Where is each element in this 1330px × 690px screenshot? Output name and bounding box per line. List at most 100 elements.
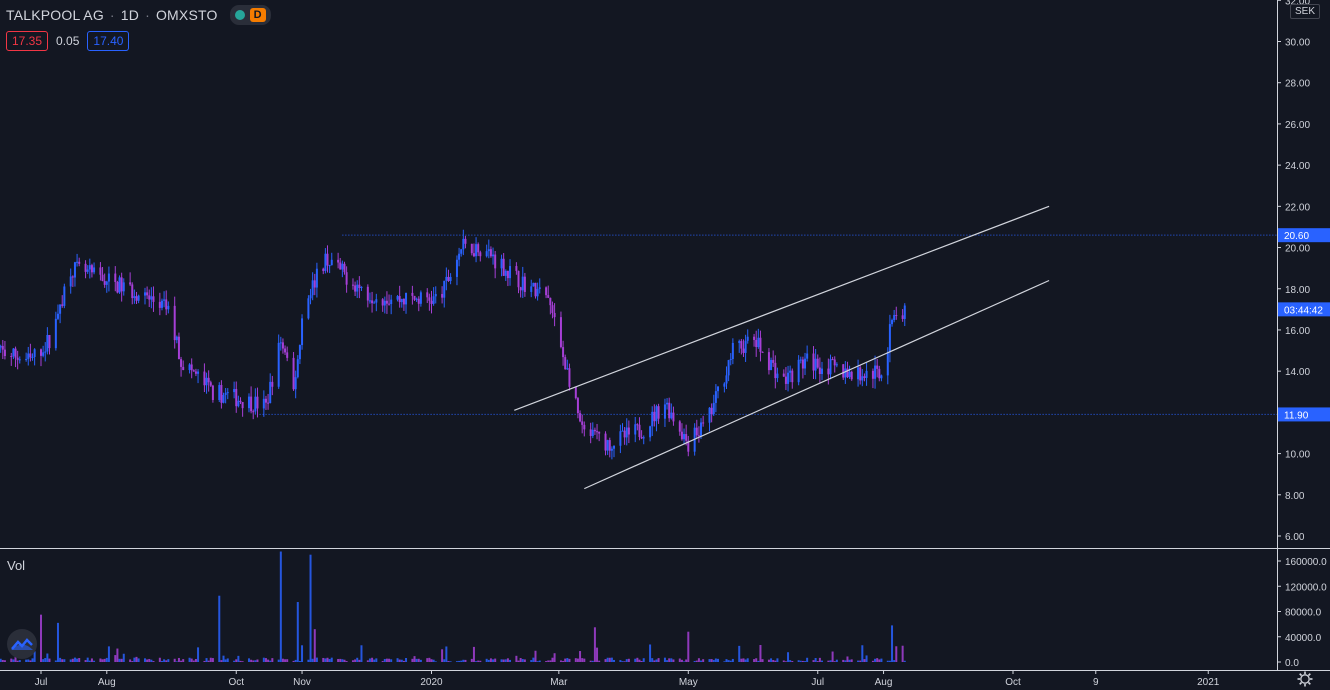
price-label-box xyxy=(1278,228,1330,243)
candle-body xyxy=(148,295,151,300)
volume-bar xyxy=(816,661,819,662)
candle-body xyxy=(405,292,408,305)
volume-bar xyxy=(589,660,592,662)
volume-bar xyxy=(610,657,613,662)
volume-bar xyxy=(447,661,450,662)
candle-body xyxy=(99,267,102,275)
candle-body xyxy=(337,259,340,263)
candle-body xyxy=(589,429,592,436)
volume-bar xyxy=(687,631,690,662)
volume-bar xyxy=(417,658,420,662)
candle-body xyxy=(625,427,628,438)
candle-body xyxy=(738,341,741,343)
volume-bar xyxy=(695,660,698,662)
price-tick-label: 26.00 xyxy=(1285,120,1310,131)
candle-body xyxy=(640,437,643,439)
trend-lines[interactable] xyxy=(514,205,1050,490)
candle-body xyxy=(562,347,565,358)
candle-body xyxy=(343,263,346,273)
volume-bar xyxy=(358,659,361,662)
candle-body xyxy=(56,313,59,319)
interval-label[interactable]: 1D xyxy=(120,7,140,23)
candle-body xyxy=(536,288,539,297)
candle-body xyxy=(668,402,671,419)
candle-body xyxy=(167,305,170,310)
delayed-badge: D xyxy=(249,8,266,22)
volume-bar xyxy=(831,651,834,662)
tradingview-logo-icon[interactable] xyxy=(7,629,37,659)
volume-bar xyxy=(0,658,2,662)
bid-price[interactable]: 17.35 xyxy=(6,31,49,51)
volume-bar xyxy=(235,659,238,662)
market-status[interactable]: D xyxy=(229,5,271,25)
candle-body xyxy=(842,364,845,378)
candle-body xyxy=(133,296,136,299)
volume-bar xyxy=(462,659,465,662)
volume-bar xyxy=(133,657,136,662)
candle-body xyxy=(470,243,473,254)
market-open-dot-icon xyxy=(234,10,245,20)
candle-body xyxy=(893,315,896,321)
volume-bar xyxy=(54,660,57,662)
volume-bar xyxy=(500,659,503,662)
symbol-name[interactable]: TALKPOOL AG xyxy=(6,7,104,23)
volume-bar xyxy=(56,622,59,662)
volume-bar xyxy=(396,658,399,662)
candle-body xyxy=(789,370,792,373)
volume-bar xyxy=(579,651,582,662)
candle-body xyxy=(549,297,552,306)
price-axis[interactable]: 32.00 30.00 28.00 26.00 24.00 22.00 20.00 18.00… xyxy=(1277,0,1310,543)
trend-line[interactable] xyxy=(584,279,1050,490)
candle-body xyxy=(1,345,4,350)
volume-bar xyxy=(581,658,584,662)
volume-bar xyxy=(152,661,155,662)
time-tick-label: May xyxy=(679,677,698,688)
volume-bar xyxy=(42,659,45,662)
volume-bar xyxy=(247,658,250,662)
trend-line[interactable] xyxy=(514,205,1050,411)
volume-bar xyxy=(576,658,579,662)
volume-bar xyxy=(591,660,594,662)
volume-bar xyxy=(356,657,359,662)
ask-price[interactable]: 17.40 xyxy=(87,31,130,51)
candle-body xyxy=(702,422,705,424)
candle-body xyxy=(48,334,51,349)
time-tick-label: 9 xyxy=(1093,677,1099,688)
volume-bar xyxy=(636,657,639,662)
candle-body xyxy=(863,376,866,378)
candle-body xyxy=(538,287,541,289)
volume-bar xyxy=(114,655,117,662)
candle-body xyxy=(175,336,178,341)
volume-bar xyxy=(398,659,401,662)
volume-bar xyxy=(666,660,669,662)
volume-bar xyxy=(129,659,132,662)
candle-body xyxy=(368,300,371,302)
volume-bar xyxy=(390,659,393,662)
volume-bar xyxy=(351,660,354,662)
time-tick-label: Jul xyxy=(35,677,48,688)
volume-axis[interactable]: 160000.0 120000.0 80000.0 40000.0 0.0 xyxy=(1277,557,1327,669)
candle-body xyxy=(579,413,582,422)
candle-body xyxy=(40,349,42,356)
volume-bar xyxy=(668,658,671,662)
candle-body xyxy=(835,364,838,366)
symbol-header[interactable]: TALKPOOL AG · 1D · OMXSTO D xyxy=(6,5,271,25)
candle-body xyxy=(262,398,265,409)
volume-bar xyxy=(61,659,64,662)
volume-bar xyxy=(485,658,488,662)
candle-body xyxy=(93,267,96,273)
candle-body xyxy=(269,381,272,404)
currency-button[interactable]: SEK xyxy=(1290,4,1321,19)
volume-bar xyxy=(634,658,637,662)
time-axis[interactable]: Jul Aug Oct Nov 2020 Mar May Jul Aug Oct 9 2021 xyxy=(35,670,1220,688)
volume-bar xyxy=(812,660,815,662)
volume-bar xyxy=(608,657,611,662)
candle-body xyxy=(820,368,823,374)
settings-gear-icon[interactable] xyxy=(1297,671,1313,687)
candle-body xyxy=(78,261,81,264)
candle-body xyxy=(670,412,673,419)
candle-body xyxy=(532,282,535,287)
volume-bar xyxy=(583,658,586,662)
volume-bar xyxy=(804,661,807,662)
